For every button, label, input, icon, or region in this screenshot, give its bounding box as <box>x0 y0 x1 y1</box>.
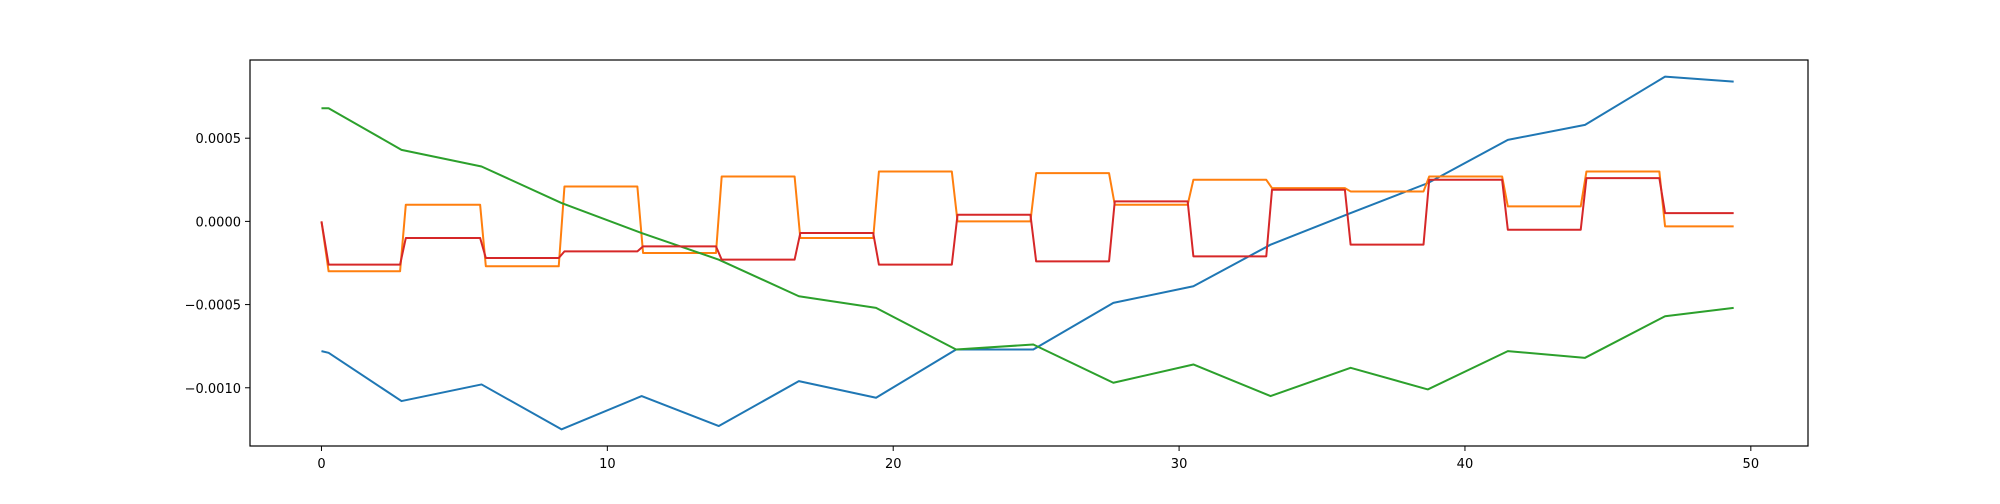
x-tick-label: 10 <box>599 457 616 472</box>
x-tick-label: 50 <box>1743 457 1760 472</box>
y-tick-label: −0.0010 <box>185 382 241 397</box>
x-tick-label: 30 <box>1171 457 1188 472</box>
x-axis: 0 10 20 30 40 50 <box>317 446 1759 472</box>
y-tick-label: 0.0000 <box>196 215 242 230</box>
axes-layer: 0 10 20 30 40 50 −0.0010 −0.0005 0.0000 0.0005 <box>185 59 1809 472</box>
series-line-3 <box>321 107 1734 398</box>
series-layer <box>320 75 1734 431</box>
series-line-1 <box>321 75 1734 431</box>
x-tick-label: 40 <box>1457 457 1474 472</box>
y-axis: −0.0010 −0.0005 0.0000 0.0005 <box>185 132 250 397</box>
y-tick-label: 0.0005 <box>196 132 242 147</box>
series-line-2 <box>320 170 1734 273</box>
x-tick-label: 20 <box>885 457 902 472</box>
plot-frame <box>249 59 1809 447</box>
x-tick-label: 0 <box>317 457 325 472</box>
y-tick-label: −0.0005 <box>185 299 241 314</box>
series-line-4 <box>320 177 1734 266</box>
